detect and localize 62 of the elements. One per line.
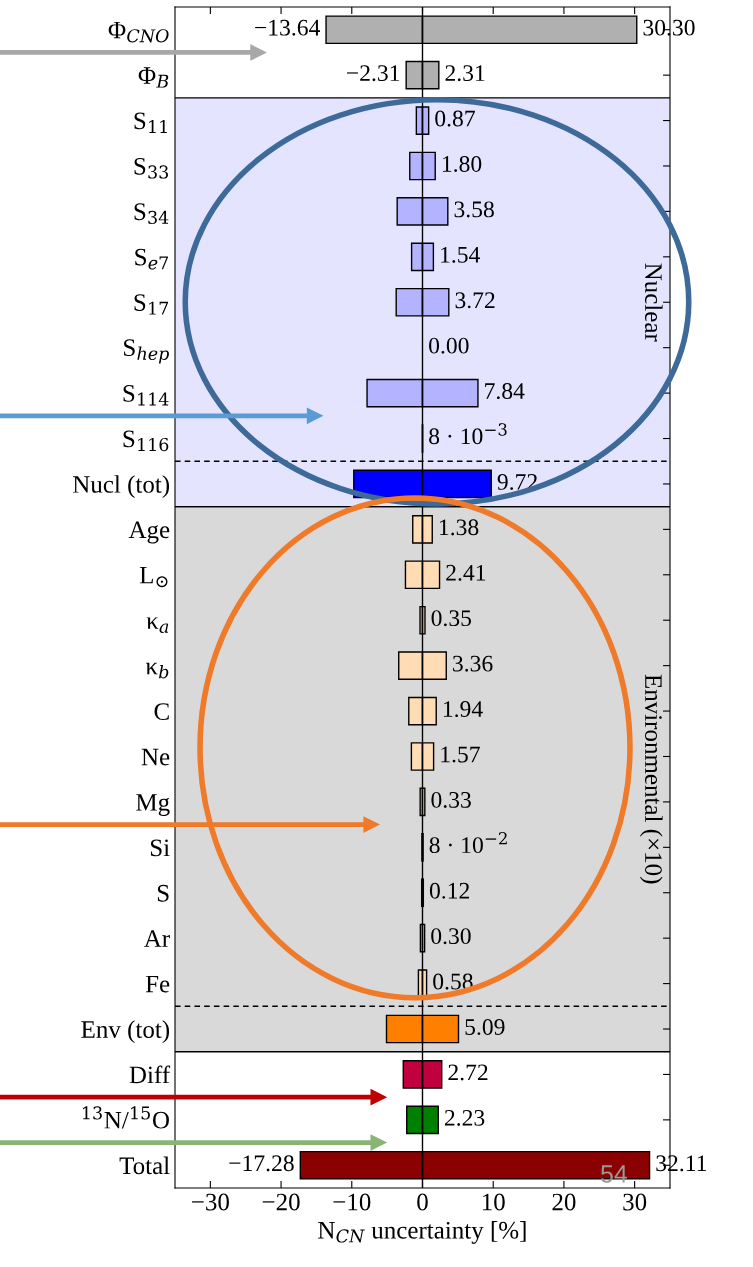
y-tick-label: S$_{114}$ xyxy=(123,385,169,406)
y-tick-label: S$_{34}$ xyxy=(134,203,169,225)
data-label: 0.87 xyxy=(435,110,475,127)
y-tick-label: Φ$_{CNO}$ xyxy=(108,21,169,43)
y-tick-label: Ar xyxy=(144,930,170,947)
y-tick-label: Diff xyxy=(129,1065,171,1084)
data-label: 0.12 xyxy=(429,882,470,899)
x-tick-label: −30 xyxy=(192,1193,229,1211)
data-label: −17.28 xyxy=(229,1155,294,1172)
data-label: 0.33 xyxy=(431,791,471,808)
y-tick-label: Ne xyxy=(141,748,170,766)
y-tick-label: S xyxy=(157,884,169,902)
data-label: 0.30 xyxy=(431,928,471,945)
y-tick-label: Age xyxy=(128,521,170,544)
y-tick-label: Nucl (tot) xyxy=(72,475,170,498)
y-tick-label: κ$_{a}$ xyxy=(146,617,169,633)
y-tick-label: C xyxy=(154,703,169,720)
data-label: −2.31 xyxy=(347,65,400,82)
band-label: Nuclear xyxy=(644,263,663,342)
data-label: 0.58 xyxy=(433,973,473,990)
data-label: 3.58 xyxy=(454,201,494,218)
data-label: 1.38 xyxy=(439,519,479,536)
x-tick-label: 30 xyxy=(623,1193,647,1211)
y-tick-label: S$_{17}$ xyxy=(134,294,169,315)
data-label: 7.84 xyxy=(485,383,525,400)
x-tick-label: 20 xyxy=(552,1193,576,1211)
x-tick-label: −10 xyxy=(333,1193,371,1211)
x-axis-title: N$_{CN}$ uncertainty [%] xyxy=(318,1221,526,1244)
y-tick-label: S$_{33}$ xyxy=(134,157,168,179)
data-label: −13.64 xyxy=(255,19,321,36)
data-label: 2.41 xyxy=(446,564,486,581)
data-label: 8 · 10$^{−2}$ xyxy=(429,831,507,854)
data-label: 0.35 xyxy=(431,610,472,627)
y-tick-label: Mg xyxy=(136,794,170,816)
band-label: Environmental (×10) xyxy=(639,674,663,884)
data-label: 3.72 xyxy=(455,292,495,309)
y-tick-label: S$_{116}$ xyxy=(123,430,169,452)
y-tick-label: Env (tot) xyxy=(81,1020,170,1044)
data-label: 1.80 xyxy=(442,155,482,172)
y-tick-label: S$_{hep}$ xyxy=(124,339,169,364)
y-tick-label: Φ$_{B}$ xyxy=(138,67,169,88)
y-tick-label: Fe xyxy=(145,975,170,993)
data-label: 1.54 xyxy=(441,246,480,263)
y-tick-label: Total xyxy=(119,1156,170,1175)
data-label: 1.57 xyxy=(441,746,480,763)
x-tick-label: 10 xyxy=(482,1193,505,1211)
data-label: 8 · 10$^{−3}$ xyxy=(429,423,507,445)
data-label: 2.31 xyxy=(445,65,485,82)
x-tick-label: −20 xyxy=(262,1193,300,1211)
y-tick-label: κ$_{b}$ xyxy=(145,662,169,679)
x-tick-label: 0 xyxy=(417,1193,428,1211)
data-label: 2.23 xyxy=(444,1109,485,1126)
data-label: 0.00 xyxy=(429,337,469,354)
y-tick-label: Si xyxy=(150,839,170,857)
y-tick-label: $^{13}$N/$^{15}$O xyxy=(83,1106,169,1129)
data-label: 5.09 xyxy=(465,1019,505,1036)
data-label: 3.36 xyxy=(453,655,493,672)
y-tick-label: S$_{e7}$ xyxy=(135,248,168,270)
data-label: 1.94 xyxy=(443,701,483,718)
y-tick-label: S$_{11}$ xyxy=(134,112,167,133)
data-label: 2.72 xyxy=(448,1064,488,1081)
y-tick-label: L$_{⊙}$ xyxy=(139,566,168,588)
